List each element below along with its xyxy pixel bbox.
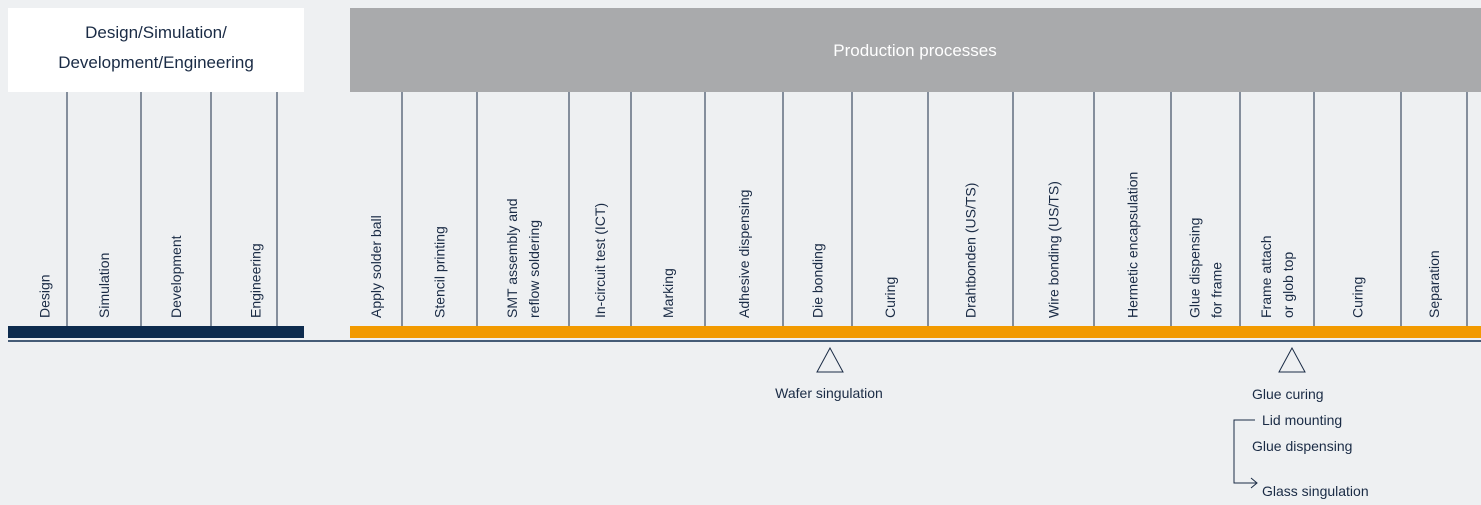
design-title: Design/Simulation/ [85,23,227,42]
triangle [816,346,844,373]
column-label: Development [168,235,184,318]
column-label: Wire bonding (US/TS) [1046,181,1062,318]
column-label: Adhesive dispensing [736,190,752,318]
design-bar [8,326,304,338]
annotation: Glue dispensing [1252,438,1352,454]
production-title: Production processes [833,41,996,60]
annotation: Glass singulation [1262,483,1369,499]
column-label: Engineering [248,243,264,318]
column-label: Die bonding [810,243,826,318]
triangle [1278,346,1306,373]
column-label: SMT assembly and [504,198,520,318]
column-label: Frame attach [1258,236,1274,318]
design-header [8,8,304,92]
column-label: Design [37,274,53,318]
bracket-arrow [1233,419,1258,489]
column-label: Marking [660,268,676,318]
column-label: Simulation [96,253,112,318]
production-header [350,8,1481,92]
production-bar [350,326,1481,338]
column-label: Apply solder ball [368,215,384,318]
column-label: Hermetic encapsulation [1125,172,1141,318]
design-title: Development/Engineering [58,53,254,72]
column-label: Stencil printing [432,226,448,318]
annotation: Wafer singulation [775,385,883,401]
column-label: Curing [882,277,898,318]
column-label: Glue dispensing [1187,218,1203,318]
annotation: Lid mounting [1262,412,1342,428]
column-label: Curing [1350,277,1366,318]
column-label: or glob top [1280,252,1296,318]
column-label: for frame [1209,262,1225,318]
column-label: Separation [1426,250,1442,318]
column-label: reflow soldering [526,220,542,318]
column-label: Drahtbonden (US/TS) [963,183,979,318]
annotation: Glue curing [1252,386,1324,402]
column-label: In-circuit test (ICT) [592,203,608,318]
